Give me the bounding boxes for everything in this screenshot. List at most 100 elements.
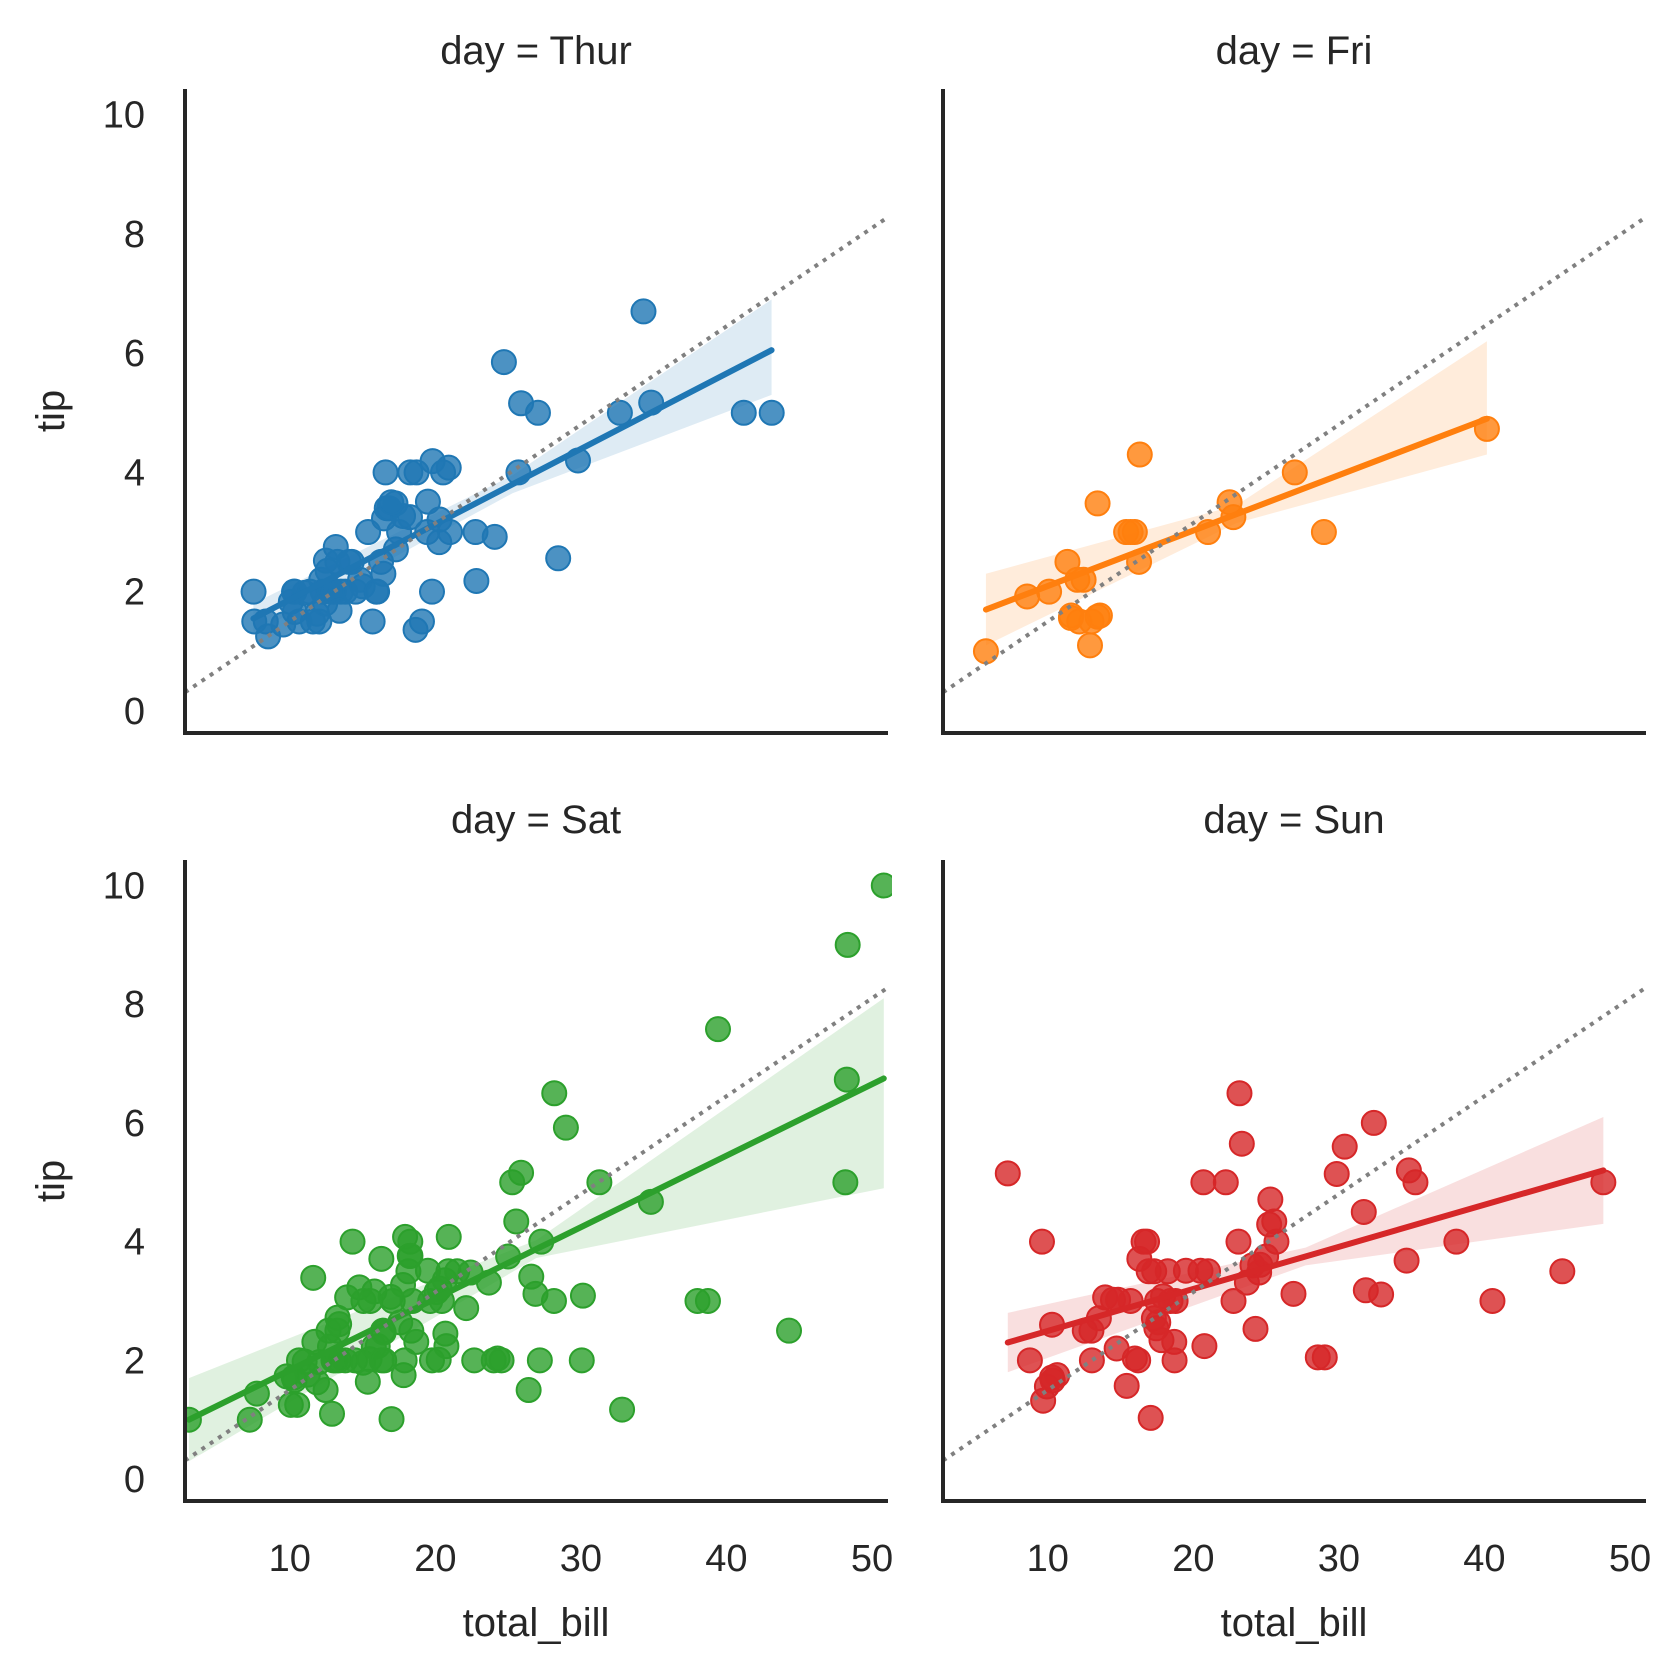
data-point [1028,1228,1055,1255]
x-tick-label: 10 [269,1538,311,1580]
data-point [435,1223,462,1250]
data-point [832,1169,859,1196]
data-point [453,1295,480,1322]
x-tick-label: 20 [1172,1538,1214,1580]
reference-line [943,215,1648,694]
data-point [508,1159,535,1186]
reference-line [943,985,1648,1463]
data-point [1368,1281,1395,1308]
y-tick-label: 2 [124,572,145,614]
data-point [569,1282,596,1309]
data-point [1057,604,1084,631]
data-point [694,1287,721,1314]
data-point [833,1066,860,1093]
data-point [339,1228,366,1255]
data-point [526,1347,553,1374]
y-tick-label: 10 [103,866,145,908]
data-point [236,1406,263,1433]
panel-thur: day = Thur 0 2 4 6 8 10 [103,29,890,735]
y-tick-label: 4 [124,1222,145,1264]
data-point [515,1377,542,1404]
x-tick-label: 40 [705,1538,747,1580]
data-point [1310,519,1337,546]
data-point [1078,1347,1105,1374]
data-point [1084,490,1111,517]
data-point [545,545,572,572]
data-point [1323,1160,1350,1187]
data-point [1257,1186,1284,1213]
data-point [870,872,892,899]
panel-title: day = Sat [451,798,621,842]
data-point [1360,1109,1387,1136]
data-point [606,399,633,426]
data-point [1161,1347,1188,1374]
reference-line [185,215,890,694]
data-point [568,1347,595,1374]
data-point [1016,1347,1043,1374]
data-point [1393,1247,1420,1274]
panel-title: day = Thur [440,29,632,73]
data-point [1331,1133,1358,1160]
y-tick-label: 0 [124,691,145,733]
data-point [359,608,386,635]
data-point [540,1287,567,1314]
y-tick-label: 6 [124,333,145,375]
panel-sat: day = Sat total_bill 0 2 4 6 8 10 10 20 30 40 50 [103,798,893,1645]
plot-area [943,215,1648,694]
data-point [1443,1228,1470,1255]
data-point [397,1242,424,1269]
data-point [488,1347,515,1374]
data-point [368,1245,395,1272]
data-point [1281,459,1308,486]
data-point [1077,632,1104,659]
data-point [312,1377,339,1404]
regression-line [185,1075,887,1423]
data-point [1280,1280,1307,1307]
data-point [403,1328,430,1355]
y-tick-label: 8 [124,984,145,1026]
data-point [433,1333,460,1360]
x-axis-label: total_bill [463,1601,610,1645]
plot-area [185,215,890,694]
data-point [408,608,435,635]
data-point [1113,1372,1140,1399]
data-point [1145,1309,1172,1336]
data-point [370,560,397,587]
reference-line [185,985,890,1463]
data-point [1212,1169,1239,1196]
panel-fri: day = Fri [941,29,1648,735]
data-point [326,597,353,624]
y-axis-label: tip [29,390,73,432]
data-point [419,448,446,475]
data-point [704,1016,731,1043]
y-tick-label: 8 [124,214,145,256]
data-point [1044,1362,1071,1389]
data-point [326,1311,353,1338]
data-point [354,1368,381,1395]
panel-title: day = Sun [1203,798,1384,842]
plot-area [943,985,1648,1463]
panel-sun: day = Sun total_bill 10 20 30 40 50 [941,798,1651,1645]
data-point [552,1114,579,1141]
data-point [994,1160,1021,1187]
data-point [1479,1287,1506,1314]
data-point [1191,1333,1218,1360]
data-point [300,1264,327,1291]
data-point [240,578,267,605]
y-axis-label: tip [29,1160,73,1202]
data-point [524,399,551,426]
data-point [834,931,861,958]
data-point [284,1391,311,1418]
data-point [586,1169,613,1196]
y-tick-label: 10 [103,95,145,137]
data-point [1311,1344,1338,1371]
data-point [609,1396,636,1423]
data-point [630,298,657,325]
data-point [1086,602,1113,629]
x-tick-label: 50 [851,1538,893,1580]
data-point [378,489,405,516]
data-point [1402,1169,1429,1196]
data-point [541,1080,568,1107]
data-point [372,459,399,486]
data-point [1190,1169,1217,1196]
